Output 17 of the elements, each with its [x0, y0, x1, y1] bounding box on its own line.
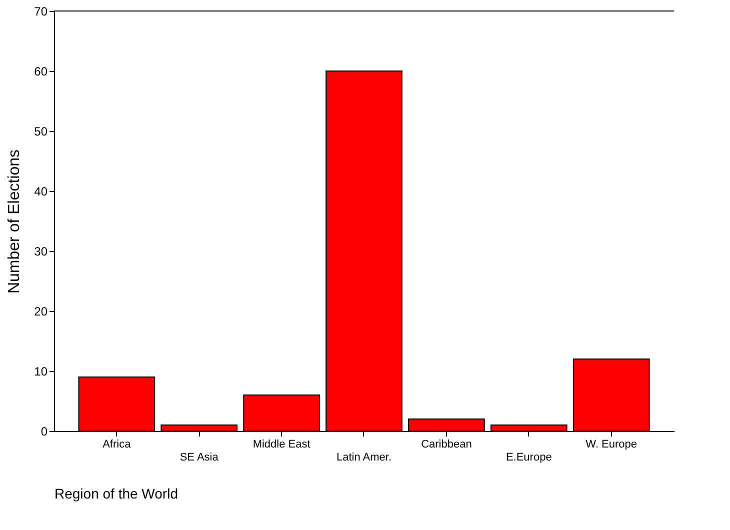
- x-tick-label: W. Europe: [586, 438, 638, 450]
- y-tick-label: 60: [34, 64, 48, 78]
- x-tick-label: Africa: [102, 438, 132, 450]
- x-tick-label: E.Europe: [506, 452, 552, 464]
- x-tick-label: Middle East: [252, 438, 310, 450]
- y-tick-label: 70: [34, 4, 48, 18]
- x-tick-label: Caribbean: [421, 438, 472, 450]
- x-tick-label: Latin Amer.: [336, 452, 392, 464]
- y-tick-label: 50: [34, 124, 48, 138]
- y-tick-label: 40: [34, 184, 48, 198]
- x-tick-label: SE Asia: [180, 452, 220, 464]
- x-axis-title: Region of the World: [54, 486, 178, 502]
- y-tick-label: 30: [34, 244, 48, 258]
- y-tick-label: 20: [34, 304, 48, 318]
- y-tick-label: 0: [40, 424, 48, 438]
- y-axis-title: Number of Elections: [6, 149, 24, 294]
- y-tick-label: 10: [34, 364, 48, 378]
